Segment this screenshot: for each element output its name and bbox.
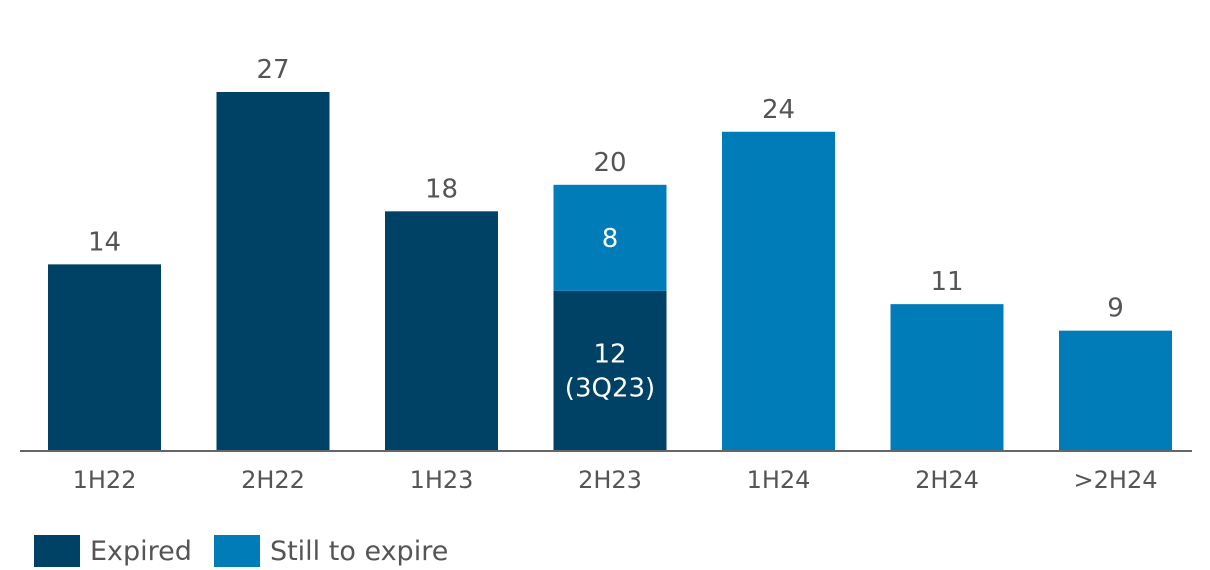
bar-1h24-still-to-expire [722,131,835,450]
inner-label-2h23-still-to-expire-0: 8 [602,224,619,254]
bar-2h24-still-to-expire [890,304,1004,450]
x-tick-labels: 1H22 2H22 1H23 2H23 1H24 2H24 >2H24 [73,466,1158,494]
bar-1h22-expired [48,264,161,450]
x-tick-1h23: 1H23 [410,466,474,494]
bar-2h22-expired [216,91,330,450]
total-label-2h24: 9 [1107,294,1124,324]
total-label-1h22: 14 [88,227,121,257]
bars-layer [48,91,1172,450]
x-tick-2h24: 2H24 [915,466,979,494]
legend: Expired Still to expire [34,535,470,567]
labels-layer: 14 27 18 20 8 12 (3Q23) 24 11 9 [88,55,1124,403]
legend-swatch-expired [34,535,80,567]
x-tick-1h24: 1H24 [747,466,811,494]
legend-item-still-to-expire: Still to expire [213,535,449,567]
legend-label-expired: Expired [90,535,192,567]
inner-label-2h23-expired-0: 12 [593,339,626,369]
x-tick-2h22: 2H22 [241,466,305,494]
total-label-2h22: 27 [256,55,289,85]
bar-2h23-expired [553,290,667,450]
inner-label-2h23-expired-1: (3Q23) [565,373,655,403]
legend-swatch-still-to-expire [213,535,260,567]
legend-label-still-to-expire: Still to expire [269,535,449,567]
total-label-1h24: 24 [762,95,795,125]
x-tick-2h24: >2H24 [1074,466,1158,494]
bar-1h23-expired [385,211,498,450]
x-tick-1h22: 1H22 [73,466,137,494]
total-label-2h24: 11 [930,267,963,297]
total-label-2h23: 20 [593,148,626,178]
x-tick-2h23: 2H23 [578,466,642,494]
bar-2h24-still-to-expire [1059,330,1172,450]
total-label-1h23: 18 [425,174,458,204]
legend-item-expired: Expired [34,535,192,567]
bar-2h23-still-to-expire [553,184,667,291]
